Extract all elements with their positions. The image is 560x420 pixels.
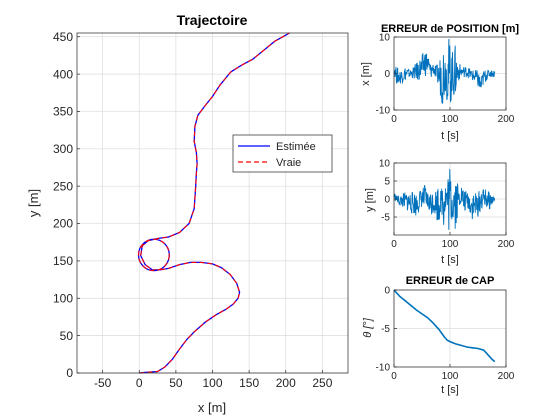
cap-ytick-label: 0: [384, 286, 390, 297]
traj-xtick-label: 100: [202, 376, 222, 390]
traj-xtick-label: 150: [239, 376, 259, 390]
erry-ytick-label: 0: [384, 195, 390, 206]
erry-xtick-label: 0: [391, 239, 397, 250]
traj-xtick-label: 250: [312, 376, 332, 390]
errx-xtick-label: 100: [442, 114, 459, 125]
errx-ytick-label: -10: [376, 106, 391, 117]
traj-ytick-label: 0: [66, 366, 73, 380]
errx-ylabel: x [m]: [360, 62, 372, 86]
traj-ytick-label: 100: [53, 291, 73, 305]
errx-xlabel: t [s]: [441, 130, 459, 142]
erry-xtick-label: 100: [442, 239, 459, 250]
cap-xtick-label: 200: [498, 371, 515, 382]
traj-legend: Estimée Vraie: [233, 135, 332, 172]
traj-ytick-label: 150: [53, 254, 73, 268]
traj-title: Trajectoire: [177, 12, 248, 28]
cap-ytick-label: -10: [376, 363, 391, 374]
traj-xtick-label: 200: [276, 376, 296, 390]
traj-xtick-label: 50: [169, 376, 183, 390]
erry-xlabel: t [s]: [441, 254, 459, 266]
cap-xtick-label: 0: [391, 371, 397, 382]
traj-xtick-label: -50: [94, 376, 112, 390]
traj-ytick-label: 300: [53, 142, 73, 156]
traj-ytick-label: 250: [53, 179, 73, 193]
traj-ylabel: y [m]: [26, 189, 41, 217]
errx-ytick-label: 0: [384, 69, 390, 80]
legend-label-vraie: Vraie: [276, 157, 301, 169]
erry-ytick-label: 5: [384, 177, 390, 188]
traj-ytick-label: 200: [53, 217, 73, 231]
traj-ytick-label: 400: [53, 67, 73, 81]
erry-ylabel: y [m]: [364, 188, 376, 212]
traj-ytick-label: 50: [60, 329, 74, 343]
traj-ytick-label: 450: [53, 30, 73, 44]
errx-xtick-label: 200: [498, 114, 515, 125]
erry-xtick-label: 200: [498, 239, 515, 250]
cap-xlabel: t [s]: [441, 384, 459, 396]
cap-title: ERREUR de CAP: [406, 275, 495, 287]
errx-xtick-label: 0: [391, 114, 397, 125]
erry-ytick-label: 10: [379, 159, 391, 170]
erry-ytick-label: -5: [381, 213, 390, 224]
cap-ylabel: θ [°]: [362, 317, 374, 337]
legend-label-estimee: Estimée: [276, 141, 316, 153]
traj-xlabel: x [m]: [198, 400, 226, 415]
errx-title: ERREUR de POSITION [m]: [381, 23, 519, 35]
cap-xtick-label: 100: [442, 371, 459, 382]
traj-ytick-label: 350: [53, 105, 73, 119]
traj-xtick-label: 0: [136, 376, 143, 390]
cap-ytick-label: -5: [381, 324, 390, 335]
